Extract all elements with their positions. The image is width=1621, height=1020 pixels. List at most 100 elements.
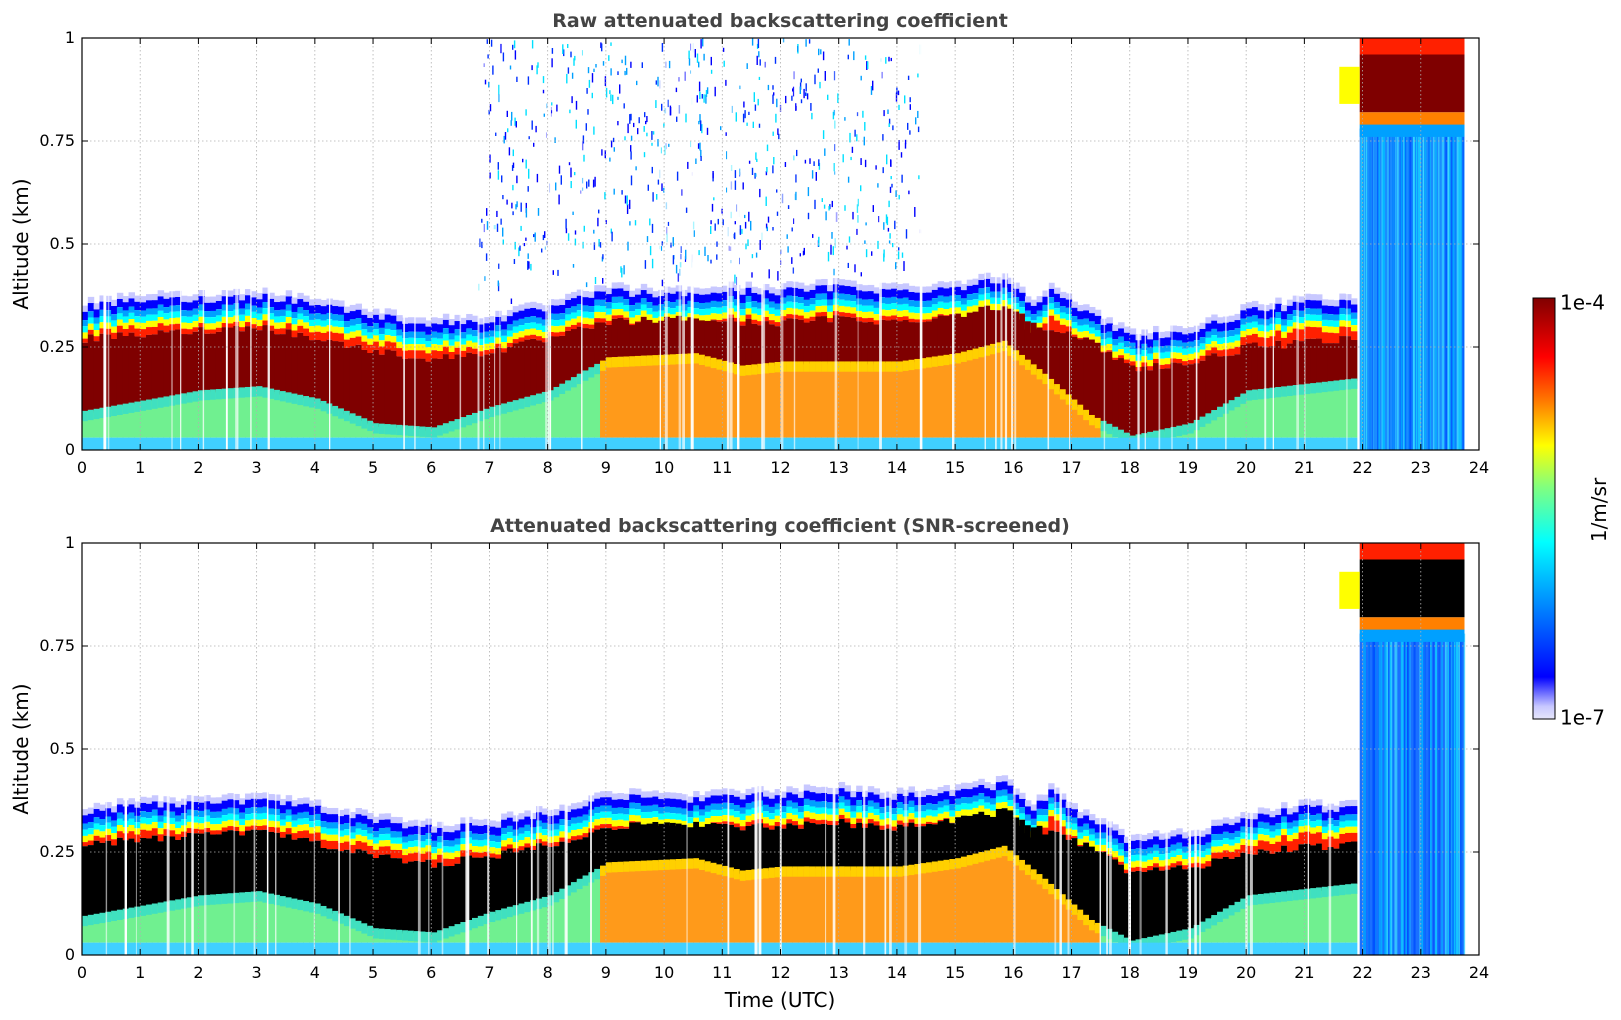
heatmap-cell — [1240, 337, 1247, 345]
heatmap-cell — [186, 310, 194, 317]
heatmap-cell — [832, 788, 840, 795]
heatmap-cell — [1054, 308, 1061, 315]
heatmap-cell — [524, 323, 531, 330]
heatmap-cell — [396, 837, 403, 844]
noise-speck — [502, 227, 504, 237]
noise-speck — [633, 122, 635, 128]
heatmap-cell — [495, 331, 502, 338]
heatmap-cell — [553, 332, 560, 337]
heatmap-cell — [274, 328, 281, 335]
heatmap-cell — [1036, 794, 1044, 801]
heatmap-cell — [536, 336, 543, 341]
heatmap-cell — [623, 299, 630, 306]
heatmap-cell — [832, 825, 840, 870]
noise-speck — [617, 71, 619, 75]
heatmap-cell — [1059, 942, 1067, 955]
heatmap-cell — [175, 396, 182, 438]
heatmap-cell — [361, 925, 368, 943]
noise-speck — [574, 230, 577, 235]
heatmap-cell — [931, 789, 939, 796]
heatmap-cell — [506, 817, 514, 826]
heatmap-cell — [343, 333, 351, 340]
heatmap-cell — [821, 363, 828, 438]
heatmap-cell — [1316, 338, 1323, 383]
heatmap-cell — [309, 833, 316, 842]
heatmap-cell — [815, 312, 822, 317]
heatmap-cell — [180, 301, 188, 311]
heatmap-cell — [361, 329, 368, 336]
heatmap-cell — [885, 805, 892, 813]
heatmap-cell — [1100, 852, 1108, 927]
noise-speck — [713, 197, 715, 201]
heatmap-cell — [588, 324, 595, 329]
heatmap-cell — [978, 852, 985, 863]
heatmap-cell — [1019, 942, 1026, 955]
heatmap-cell — [262, 437, 269, 450]
noise-speck — [626, 67, 628, 75]
heatmap-cell — [285, 290, 293, 297]
heatmap-cell — [279, 819, 287, 826]
heatmap-cell — [1164, 859, 1172, 866]
heatmap-cell — [1007, 437, 1014, 450]
heatmap-cell — [809, 320, 817, 364]
heatmap-cell — [832, 794, 840, 803]
heatmap-cell — [699, 821, 706, 828]
noise-speck — [651, 142, 653, 146]
heatmap-cell — [1048, 378, 1055, 390]
heatmap-cell — [227, 793, 234, 800]
heatmap-cell — [972, 781, 980, 788]
heatmap-cell — [93, 823, 101, 830]
heatmap-cell — [367, 942, 374, 955]
heatmap-cell — [646, 818, 654, 825]
heatmap-cell — [116, 911, 124, 943]
heatmap-cell — [483, 317, 491, 324]
heatmap-cell — [332, 407, 339, 438]
heatmap-cell — [623, 863, 630, 943]
heatmap-cell — [1205, 317, 1212, 324]
heatmap-cell — [1007, 347, 1014, 438]
heatmap-cell — [1292, 310, 1300, 317]
heatmap-cell — [82, 842, 89, 847]
heatmap-cell — [943, 296, 950, 303]
heatmap-cell — [1048, 942, 1055, 955]
panel-title: Raw attenuated backscattering coefficien… — [552, 10, 1008, 32]
heatmap-cell — [279, 798, 287, 806]
heatmap-cell — [634, 302, 642, 310]
data-gap — [1225, 38, 1227, 450]
heatmap-cell — [437, 942, 444, 955]
heatmap-cell — [116, 307, 124, 314]
heatmap-cell — [536, 898, 543, 909]
heatmap-cell — [198, 802, 205, 811]
heatmap-cell — [256, 891, 264, 902]
heatmap-cell — [646, 862, 654, 943]
heatmap-cell — [1164, 345, 1172, 352]
heatmap-cell — [332, 807, 339, 815]
heatmap-cell — [332, 341, 339, 408]
heatmap-cell — [262, 320, 269, 326]
heatmap-cell — [1176, 855, 1183, 862]
heatmap-cell — [332, 942, 339, 955]
noise-speck — [612, 137, 615, 143]
heatmap-cell — [355, 309, 362, 319]
heatmap-cell — [1158, 368, 1166, 434]
noise-speck — [833, 268, 835, 276]
heatmap-cell — [652, 804, 659, 811]
heatmap-cell — [111, 299, 118, 306]
heatmap-cell — [210, 834, 217, 897]
heatmap-cell — [640, 310, 648, 317]
heatmap-cell — [1182, 354, 1189, 362]
heatmap-cell — [1339, 326, 1346, 337]
heatmap-cell — [1007, 852, 1014, 943]
heatmap-cell — [320, 320, 328, 327]
heatmap-cell — [640, 355, 648, 366]
heatmap-cell — [1199, 437, 1207, 450]
heatmap-cell — [873, 942, 881, 955]
heatmap-cell — [821, 293, 828, 300]
noise-speck — [891, 183, 893, 188]
heatmap-cell — [710, 359, 718, 438]
heatmap-cell — [1158, 364, 1166, 369]
heatmap-cell — [1123, 326, 1131, 333]
noise-speck — [516, 76, 518, 82]
heatmap-cell — [472, 321, 479, 331]
heatmap-cell — [227, 813, 234, 820]
